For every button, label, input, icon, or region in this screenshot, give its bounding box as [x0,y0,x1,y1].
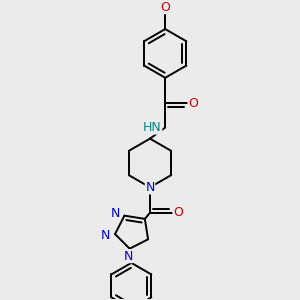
Text: N: N [110,208,120,220]
Text: N: N [101,229,110,242]
Text: N: N [123,250,133,262]
Text: HN: HN [143,121,162,134]
Text: O: O [188,97,198,110]
Text: O: O [173,206,183,219]
Text: N: N [145,181,155,194]
Text: O: O [160,1,170,13]
